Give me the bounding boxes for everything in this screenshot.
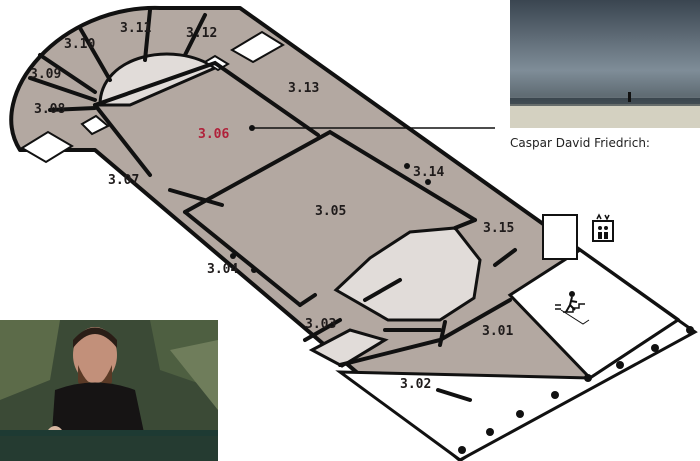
bottom-corridor (335, 318, 698, 461)
lower-void (308, 328, 389, 368)
portrait-image (0, 320, 218, 461)
room-label-3-06[interactable]: 3.06 (198, 127, 229, 142)
building-floor (9, 5, 680, 461)
walls (28, 8, 517, 402)
bollards (458, 326, 694, 454)
emergency-exit-stairs-icon (555, 291, 590, 325)
panel-nw (20, 130, 74, 164)
door-markers (230, 125, 431, 273)
painting-caption: Caspar David Friedrich: (510, 136, 650, 150)
room-label-3-15[interactable]: 3.15 (483, 221, 514, 236)
painting-thumbnail-friedrich[interactable] (510, 0, 700, 128)
room-label-3-02[interactable]: 3.02 (400, 377, 431, 392)
room-label-3-10[interactable]: 3.10 (64, 37, 95, 52)
room-label-3-03[interactable]: 3.03 (305, 317, 336, 332)
panel-n (230, 30, 285, 64)
room-label-3-01[interactable]: 3.01 (482, 324, 513, 339)
room-label-3-04[interactable]: 3.04 (207, 262, 238, 277)
panel-inner (80, 114, 110, 136)
elevator-icon[interactable] (592, 213, 614, 242)
painting-image (510, 0, 700, 128)
room-label-3-12[interactable]: 3.12 (186, 26, 217, 41)
room-label-3-11[interactable]: 3.11 (120, 21, 151, 36)
room-label-3-13[interactable]: 3.13 (288, 81, 319, 96)
room-label-3-08[interactable]: 3.08 (34, 102, 65, 117)
room-label-3-05[interactable]: 3.05 (315, 204, 346, 219)
room-label-3-07[interactable]: 3.07 (108, 173, 139, 188)
room-label-3-09[interactable]: 3.09 (30, 67, 61, 82)
elevator-shaft (542, 214, 578, 260)
room-label-3-14[interactable]: 3.14 (413, 165, 444, 180)
painting-thumbnail-portrait[interactable] (0, 320, 218, 461)
